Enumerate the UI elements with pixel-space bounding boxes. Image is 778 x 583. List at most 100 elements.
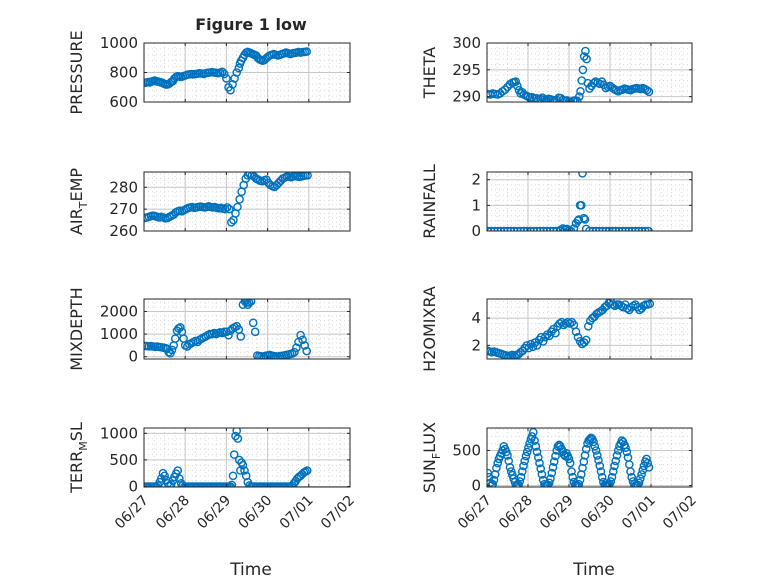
x-tick-label: 06/29 [537, 493, 577, 533]
axes-box [486, 427, 693, 488]
data-point [510, 352, 519, 359]
data-point [634, 478, 644, 487]
data-point [500, 85, 510, 94]
data-point [643, 458, 653, 468]
data-point [567, 467, 576, 476]
data-point [240, 466, 249, 475]
data-series [487, 46, 654, 102]
data-point [547, 468, 557, 478]
x-tick-label: 07/02 [318, 493, 358, 533]
data-point [569, 224, 579, 231]
data-point [267, 351, 276, 359]
subplot-terr-msl: 0 500 1000 06/27 06/28 06/29 06/30 07/01 07/02 TE… [67, 422, 358, 532]
data-point [554, 440, 564, 450]
data-point [302, 47, 312, 56]
data-point [540, 95, 549, 102]
axes-box [143, 427, 351, 488]
data-point [532, 341, 542, 350]
subplot-rainfall: 0 1 2 RAINFALL [420, 164, 693, 240]
data-point [175, 474, 184, 483]
y-tick-label: 0 [471, 222, 481, 240]
data-point [232, 428, 241, 435]
data-point [570, 480, 580, 487]
data-point [502, 351, 511, 359]
y-tick-label: 0 [128, 477, 138, 495]
x-tick-label: 07/01 [619, 493, 659, 533]
axes-box [486, 42, 693, 103]
data-point [610, 461, 619, 471]
data-point [537, 470, 547, 479]
data-point [528, 342, 538, 352]
data-point [524, 343, 534, 353]
data-point [577, 200, 586, 210]
data-point [219, 69, 229, 79]
data-point [544, 94, 553, 102]
y-tick-label: 1000 [100, 325, 138, 343]
y-tick-label: 270 [109, 200, 138, 218]
y-tick-label: 0 [128, 348, 138, 366]
data-point [489, 475, 499, 485]
data-point [226, 217, 236, 227]
data-point [621, 443, 630, 453]
y-tick-label: 2 [471, 171, 481, 189]
data-series [144, 299, 312, 359]
x-tick-label: 06/27 [455, 493, 495, 533]
y-tick-label: 290 [452, 88, 481, 106]
data-point [579, 457, 589, 467]
data-point [573, 332, 583, 342]
x-tick-label: 07/01 [277, 493, 317, 533]
data-point [253, 351, 262, 359]
data-point [511, 77, 521, 86]
data-point [287, 349, 297, 358]
data-point [540, 479, 549, 487]
axes-box [143, 298, 351, 360]
data-point [246, 299, 256, 306]
y-tick-label: 500 [452, 441, 481, 459]
data-point [608, 300, 618, 309]
data-point [519, 461, 528, 471]
x-tick-label: 06/28 [496, 493, 536, 533]
y-axis-label: TERRMSL [67, 422, 90, 494]
data-point [568, 472, 578, 482]
data-point [170, 334, 180, 343]
data-point [505, 462, 515, 472]
data-point [578, 65, 588, 75]
data-point [300, 341, 310, 350]
data-point [642, 85, 652, 95]
data-point [504, 456, 514, 466]
data-point [532, 447, 542, 457]
data-point [238, 460, 248, 470]
data-point [555, 319, 564, 328]
y-axis-label: SUNFLUX [420, 422, 443, 493]
data-point [564, 225, 574, 231]
data-point [296, 330, 305, 340]
data-point [600, 480, 609, 487]
subplot-pressure: 600 800 1000 PRESSURE [67, 30, 351, 115]
data-series [487, 428, 654, 487]
x-tick-label: 06/28 [153, 493, 193, 533]
data-point [173, 466, 183, 475]
x-tick-label: 07/02 [660, 493, 700, 533]
data-point [594, 455, 603, 465]
x-tick-label: 06/30 [236, 493, 276, 533]
data-point [492, 463, 501, 473]
data-point [637, 470, 646, 479]
data-point [575, 92, 584, 101]
x-axis-label-left: Time [229, 560, 272, 580]
subplot-sun-flux: 0 500 06/27 06/28 06/29 06/30 07/01 07/02 SUNFLU… [420, 422, 700, 532]
data-point [607, 472, 617, 482]
data-point [580, 451, 590, 460]
data-point [243, 172, 253, 180]
data-point [538, 93, 547, 102]
data-series [144, 47, 312, 95]
subplot-mixdepth: 0 1000 2000 MIXDEPTH [67, 287, 351, 371]
data-point [596, 467, 606, 476]
subplot-theta: 290 295 300 THETA [420, 34, 693, 106]
data-point [538, 336, 548, 346]
y-tick-label: 4 [471, 309, 481, 327]
data-point [302, 346, 312, 356]
data-point [235, 194, 244, 204]
y-axis-label: PRESSURE [67, 30, 86, 114]
